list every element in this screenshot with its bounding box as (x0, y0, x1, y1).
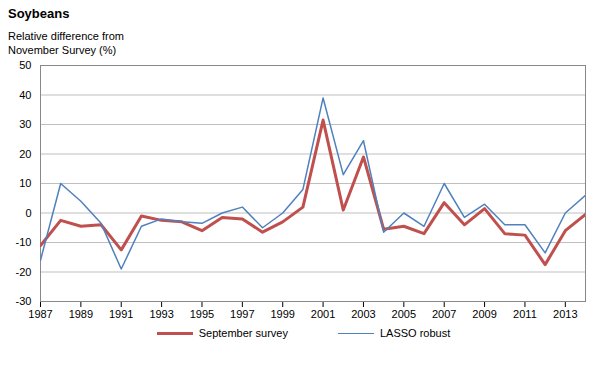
svg-text:1991: 1991 (109, 308, 133, 320)
html-text:LASSO robust: LASSO robust (380, 327, 451, 339)
svg-text:1995: 1995 (190, 308, 214, 320)
svg-text:2003: 2003 (351, 308, 375, 320)
svg-text:-30: -30 (16, 295, 32, 307)
svg-text:2013: 2013 (553, 308, 577, 320)
svg-text:2001: 2001 (311, 308, 335, 320)
svg-text:40: 40 (19, 89, 31, 101)
svg-text:-10: -10 (16, 236, 32, 248)
svg-text:20: 20 (19, 148, 31, 160)
svg-text:2011: 2011 (513, 308, 537, 320)
html-text:Relative difference from Novem: Relative difference from November Survey… (8, 30, 124, 56)
svg-text:50: 50 (19, 59, 31, 71)
svg-text:0: 0 (25, 207, 31, 219)
html-text:September survey: September survey (198, 327, 288, 339)
svg-text:1987: 1987 (28, 308, 52, 320)
svg-text:2009: 2009 (472, 308, 496, 320)
svg-text:1999: 1999 (270, 308, 294, 320)
svg-text:2007: 2007 (432, 308, 456, 320)
svg-text:30: 30 (19, 118, 31, 130)
svg-text:2005: 2005 (392, 308, 416, 320)
svg-text:1997: 1997 (230, 308, 254, 320)
html-text:Soybeans: Soybeans (8, 6, 70, 21)
svg-text:-20: -20 (16, 266, 32, 278)
svg-text:1989: 1989 (69, 308, 93, 320)
svg-text:1993: 1993 (149, 308, 173, 320)
svg-text:10: 10 (19, 177, 31, 189)
